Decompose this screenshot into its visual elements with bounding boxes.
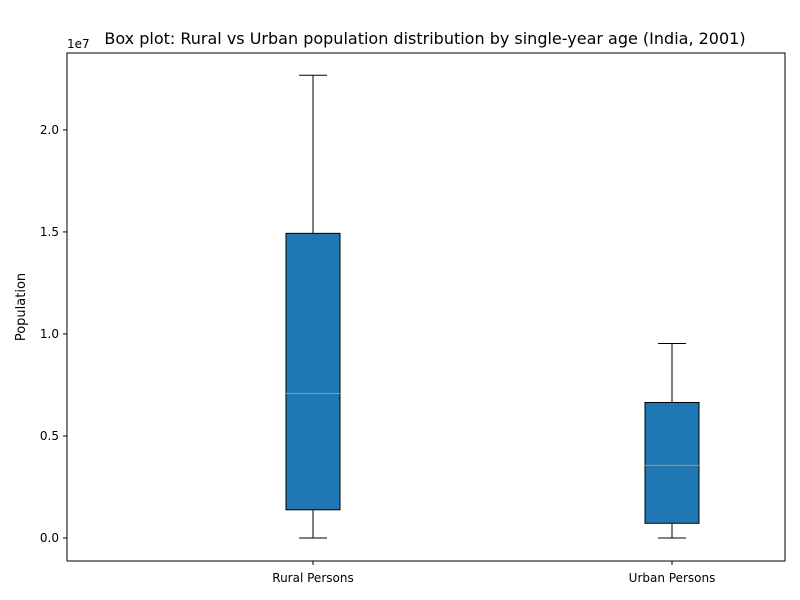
y-tick-label: 1.0 (40, 327, 59, 341)
y-tick-label: 2.0 (40, 123, 59, 137)
box-iqr (285, 232, 341, 511)
plot-frame (66, 52, 786, 562)
y-tick-label: 1.5 (40, 225, 59, 239)
box-iqr (644, 401, 700, 524)
y-tick-label: 0.0 (40, 531, 59, 545)
y-tick-label: 0.5 (40, 429, 59, 443)
y-axis-label: Population (14, 273, 29, 341)
x-tick-label: Rural Persons (272, 571, 353, 585)
x-tick-label: Urban Persons (629, 571, 716, 585)
y-axis-offset-label: 1e7 (67, 37, 90, 51)
chart-title: Box plot: Rural vs Urban population dist… (104, 29, 745, 48)
